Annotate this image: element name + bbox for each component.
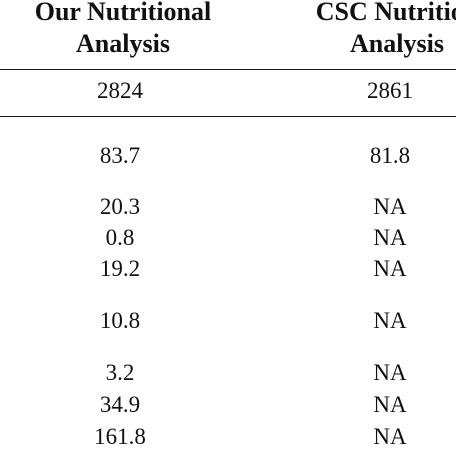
header-rule bbox=[0, 69, 456, 70]
table-cell: 81.8 bbox=[369, 143, 411, 168]
table-cell: NA bbox=[373, 360, 407, 385]
table-cell: NA bbox=[373, 392, 407, 417]
table-cell: 0.8 bbox=[105, 225, 135, 250]
table-cell: 2824 bbox=[97, 78, 143, 103]
table-cell: 19.2 bbox=[99, 256, 141, 281]
table-cell: NA bbox=[373, 256, 407, 281]
section-rule bbox=[0, 116, 456, 117]
table-cell: 3.2 bbox=[105, 360, 135, 385]
table-cell: 34.9 bbox=[99, 392, 141, 417]
header-our-line2: Analysis bbox=[76, 29, 170, 58]
header-csc-line2: Analysis bbox=[350, 29, 444, 58]
table-cell: NA bbox=[373, 424, 407, 449]
table-cell: NA bbox=[373, 308, 407, 333]
table-cell: NA bbox=[373, 194, 407, 219]
table-cell: 161.8 bbox=[94, 424, 146, 449]
table-cell: 2861 bbox=[367, 78, 413, 103]
table-cell: 10.8 bbox=[99, 308, 141, 333]
table-cell: 83.7 bbox=[99, 143, 141, 168]
header-csc-line1: CSC Nutrition bbox=[315, 0, 456, 26]
table-cell: NA bbox=[373, 225, 407, 250]
table-cell: 20.3 bbox=[99, 194, 141, 219]
header-our-line1: Our Nutritional bbox=[34, 0, 212, 26]
